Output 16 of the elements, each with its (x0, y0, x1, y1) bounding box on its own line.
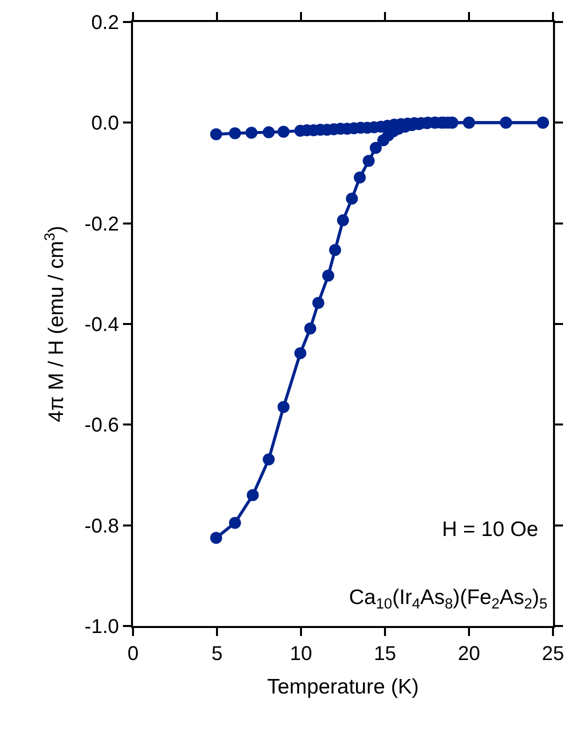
x-axis-title: Temperature (K) (267, 676, 419, 699)
y-tick-label: 0.0 (91, 112, 119, 135)
y-tick-label: -0.6 (84, 414, 119, 437)
x-tick-label: 5 (211, 643, 223, 665)
x-tick-label: 10 (290, 643, 312, 665)
y-tick-label: -0.2 (84, 213, 119, 236)
y-tick-label: -0.8 (84, 515, 119, 538)
x-tick-label: 20 (458, 643, 480, 665)
y-tick-label: -0.4 (84, 314, 119, 336)
x-tick-label: 15 (374, 643, 396, 665)
text: Ca$_{10}$(Ir$_{4}$As$_{8}$)(Fe$_{2}$As$_{2}$)$_{5}$ (349, 586, 548, 612)
x-tick-label: 0 (127, 643, 139, 665)
y-tick-label: 0.2 (91, 12, 119, 34)
annotation: H = 10 Oe (442, 518, 538, 541)
x-tick-label: 25 (542, 643, 564, 665)
y-tick-label: -1.0 (84, 616, 119, 638)
